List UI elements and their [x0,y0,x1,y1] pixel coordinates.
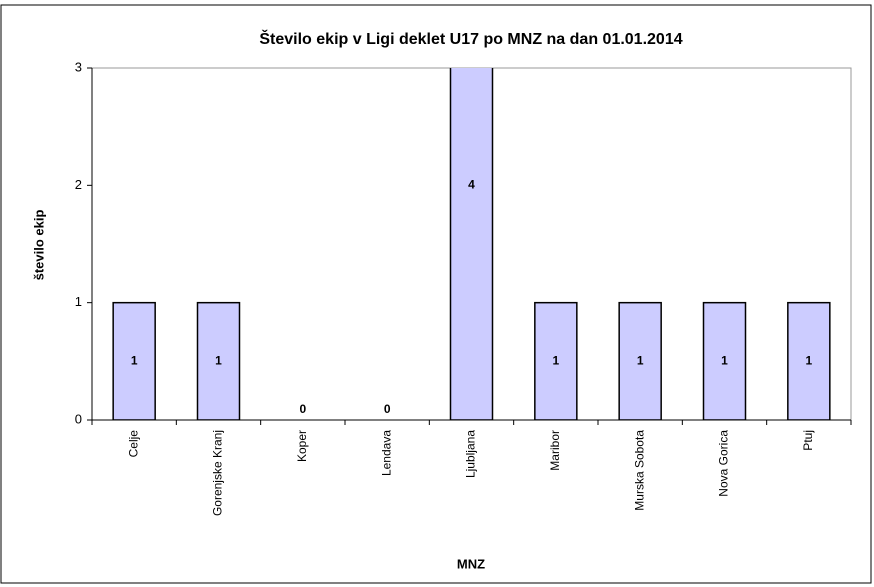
chart-title: Število ekip v Ligi deklet U17 po MNZ na… [259,29,682,48]
data-label: 1 [637,354,644,368]
bar [534,301,578,420]
y-tick-label: 3 [75,59,82,74]
y-axis-label: število ekip [31,210,46,281]
data-label: 1 [721,354,728,368]
x-tick-label: Koper [295,430,309,462]
x-tick-label: Ljubljana [464,430,478,478]
data-label: 0 [299,402,306,416]
chart-frame [0,4,872,584]
x-tick-label: Lendava [379,430,393,476]
bar [787,301,831,420]
x-tick-label: Gorenjske Kranj [211,430,225,516]
bar [196,301,241,420]
x-tick-label: Ptuj [801,430,815,451]
data-label: 0 [384,402,391,416]
y-tick-label: 2 [75,177,82,192]
x-tick-label: Celje [126,430,140,458]
x-tick-label: Nova Gorica [717,430,731,497]
x-tick-label: Murska Sobota [632,430,646,511]
bar [702,301,747,420]
data-label: 1 [552,354,559,368]
x-tick-label: Maribor [548,430,562,471]
y-tick-label: 1 [75,294,82,309]
data-label: 4 [468,178,475,192]
bar [449,68,494,420]
y-tick-label: 0 [75,411,82,426]
x-axis-label: MNZ [457,556,485,571]
data-label: 1 [805,354,812,368]
bar [112,301,156,420]
data-label: 1 [131,354,138,368]
data-label: 1 [215,354,222,368]
bar [618,301,662,420]
